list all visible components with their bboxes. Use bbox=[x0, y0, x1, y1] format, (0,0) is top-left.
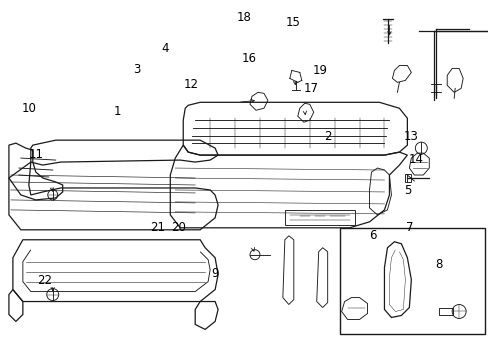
Text: 11: 11 bbox=[28, 148, 43, 161]
Bar bbox=[339, 228, 484, 334]
Text: 10: 10 bbox=[21, 103, 37, 116]
Text: 22: 22 bbox=[37, 274, 52, 287]
Text: 4: 4 bbox=[162, 41, 169, 54]
Text: 20: 20 bbox=[170, 221, 185, 234]
Text: 9: 9 bbox=[211, 267, 219, 280]
Text: 17: 17 bbox=[303, 82, 318, 95]
Text: 16: 16 bbox=[242, 52, 256, 65]
Text: 21: 21 bbox=[150, 221, 165, 234]
Text: 15: 15 bbox=[285, 16, 300, 29]
Text: 7: 7 bbox=[406, 221, 413, 234]
Text: 12: 12 bbox=[183, 78, 198, 91]
Text: 6: 6 bbox=[368, 229, 376, 242]
Text: 5: 5 bbox=[404, 184, 411, 197]
Text: 18: 18 bbox=[237, 12, 251, 24]
Text: 19: 19 bbox=[312, 64, 327, 77]
Text: 8: 8 bbox=[435, 258, 442, 271]
Text: 2: 2 bbox=[324, 130, 331, 143]
Text: 13: 13 bbox=[403, 130, 418, 143]
Text: 14: 14 bbox=[407, 153, 423, 166]
Text: 3: 3 bbox=[132, 63, 140, 76]
Text: 1: 1 bbox=[114, 105, 122, 118]
